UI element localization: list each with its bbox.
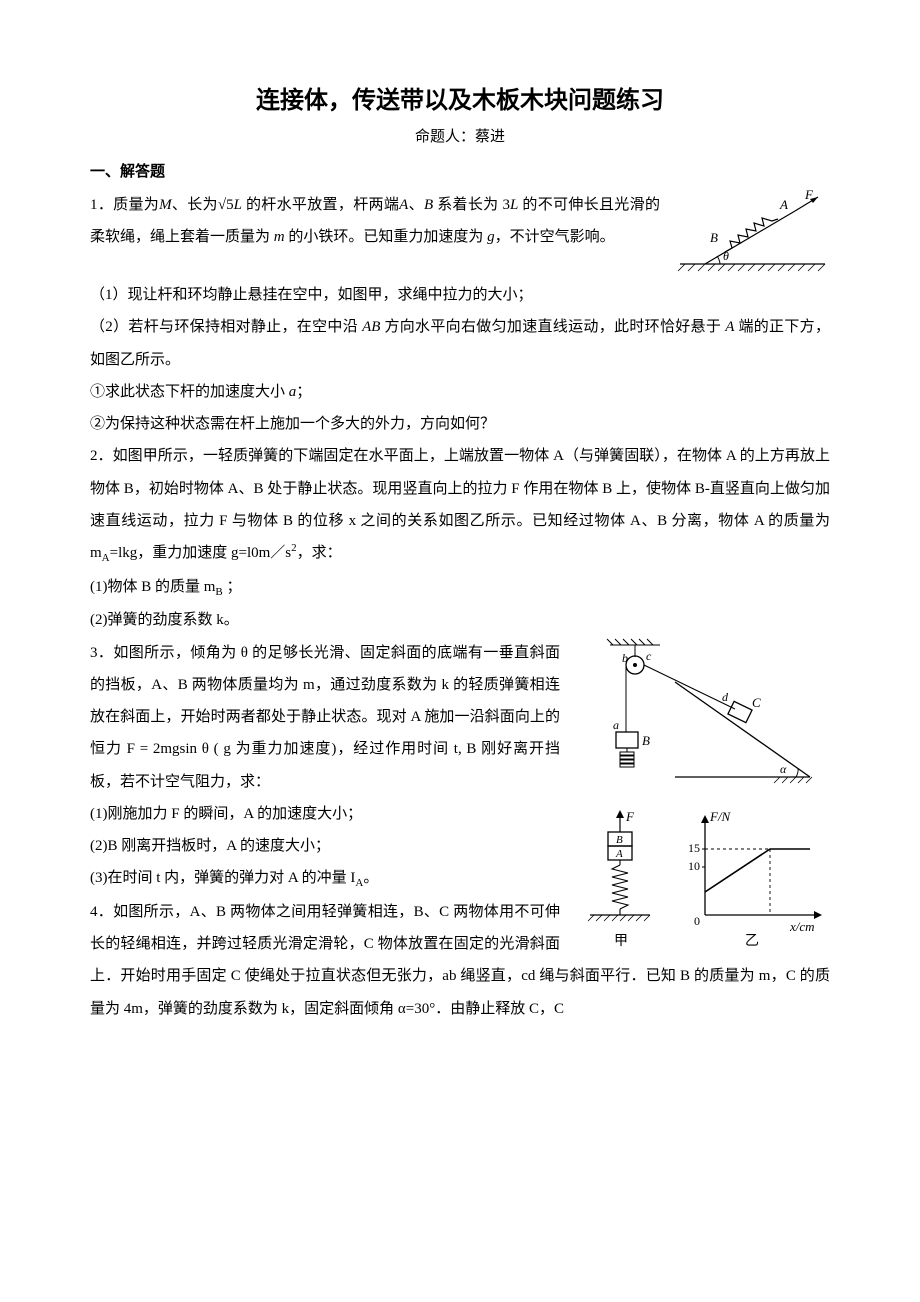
q1-p4: ①求此状态下杆的加速度大小 a； xyxy=(90,376,830,408)
fig3-b: b xyxy=(622,651,628,665)
q1-AB: AB xyxy=(362,319,380,335)
axis-y: F/N xyxy=(709,809,732,824)
q1-t1: 、长为 xyxy=(172,197,218,213)
fig3-d: d xyxy=(722,690,729,704)
fig2-A: A xyxy=(615,848,623,860)
q1-block: θ B A F 1．质量为M、长为√5L 的杆水平放置，杆两端A、B 系着长为 … xyxy=(90,189,830,279)
q1-A2: A xyxy=(725,319,734,335)
q1-t3: 、 xyxy=(408,197,424,213)
q2-t3: ，求： xyxy=(297,545,342,561)
b-label: B xyxy=(710,230,718,245)
q1-t4: 系着长为 3 xyxy=(433,197,510,213)
q4-figure: b c a B d C α xyxy=(580,637,820,797)
q2-p2a: (1)物体 B 的质量 m xyxy=(90,579,215,595)
q1-t7: ，不计空气影响。 xyxy=(495,229,615,245)
right-figures: b c a B d C α xyxy=(570,637,830,957)
q1-p4a: ①求此状态下杆的加速度大小 xyxy=(90,384,289,400)
q1-L: L xyxy=(234,197,242,213)
q1-m2: m xyxy=(274,229,285,245)
q1-figure: θ B A F xyxy=(670,189,830,279)
q1-p4b: ； xyxy=(296,384,311,400)
q1-t6: 的小铁环。已知重力加速度为 xyxy=(285,229,488,245)
section-heading: 一、解答题 xyxy=(90,160,830,181)
q2-p2b: ； xyxy=(223,579,242,595)
tick-15: 15 xyxy=(688,841,700,855)
tick-0: 0 xyxy=(694,914,700,928)
q1-p5: ②为保持这种状态需在杆上施加一个多大的外力，方向如何？ xyxy=(90,408,830,440)
author-line: 命题人：蔡进 xyxy=(90,125,830,146)
q1-p3: （2）若杆与环保持相对静止，在空中沿 AB 方向水平向右做匀加速直线运动，此时环… xyxy=(90,311,830,376)
axis-x: x/cm xyxy=(789,919,815,934)
fig2-F: F xyxy=(625,809,635,824)
q1-A: A xyxy=(399,197,408,213)
fig3-B: B xyxy=(642,733,650,748)
q2-figure: F B A 甲 F/N x/cm xyxy=(570,807,830,957)
q3-p4a: (3)在时间 t 内，弹簧的弹力对 A 的冲量 I xyxy=(90,870,355,886)
q2-p2: (1)物体 B 的质量 mB ； xyxy=(90,571,830,605)
q3-p4b: 。 xyxy=(363,870,378,886)
q2-p3: (2)弹簧的劲度系数 k。 xyxy=(90,604,830,636)
fig3-alpha: α xyxy=(780,762,787,776)
q2-p1: 2．如图甲所示，一轻质弹簧的下端固定在水平面上，上端放置一物体 A（与弹簧固联）… xyxy=(90,440,830,570)
page-title: 连接体，传送带以及木板木块问题练习 xyxy=(90,80,830,115)
fig3-C: C xyxy=(752,695,761,710)
fig3-c: c xyxy=(646,649,652,663)
f-label: F xyxy=(804,189,814,202)
tick-10: 10 xyxy=(688,859,700,873)
q1-sqrt: √5 xyxy=(218,197,234,213)
q1-p3b: 方向水平向右做匀加速直线运动，此时环恰好悬于 xyxy=(380,319,725,335)
q1-p3a: （2）若杆与环保持相对静止，在空中沿 xyxy=(90,319,362,335)
q2-sub-a: A xyxy=(102,552,110,564)
q1-g: g xyxy=(487,229,495,245)
jia-label: 甲 xyxy=(614,934,628,949)
q1-text: 1．质量为 xyxy=(90,197,159,213)
q1-B: B xyxy=(424,197,433,213)
fig2-B: B xyxy=(616,834,623,846)
yi-label: 乙 xyxy=(745,933,759,949)
q2-t2: =lkg，重力加速度 g=l0m／s xyxy=(110,545,292,561)
a-label: A xyxy=(779,197,788,212)
q1-p2: （1）现让杆和环均静止悬挂在空中，如图甲，求绳中拉力的大小； xyxy=(90,279,830,311)
fig3-a: a xyxy=(613,718,619,732)
q1-M: M xyxy=(159,197,172,213)
q2-sub-b: B xyxy=(215,586,222,598)
q1-t2: 的杆水平放置，杆两端 xyxy=(242,197,399,213)
